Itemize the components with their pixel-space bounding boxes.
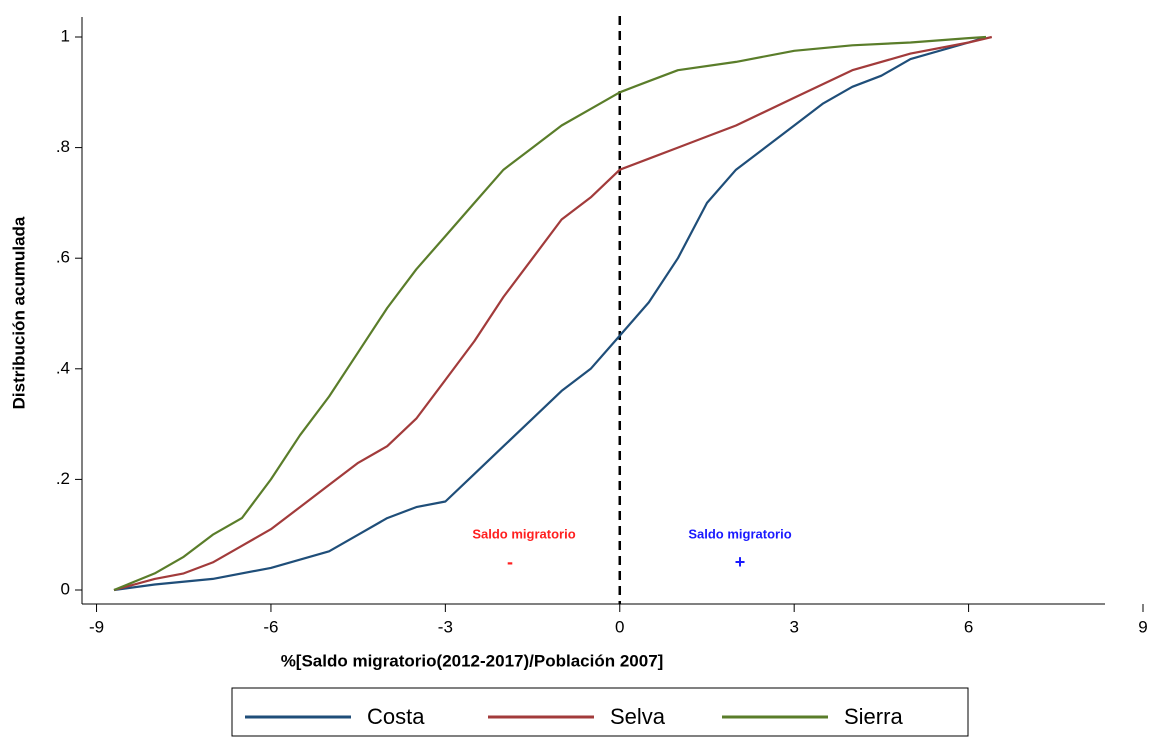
y-tick-label: .4 <box>56 358 70 377</box>
x-tick-label: -3 <box>438 617 453 636</box>
legend-label: Selva <box>610 704 666 729</box>
series-line <box>113 35 987 592</box>
legend-box <box>231 687 969 737</box>
x-axis-title: %[Saldo migratorio(2012-2017)/Población … <box>281 651 664 670</box>
series-line <box>113 35 987 592</box>
annotation: - <box>507 552 513 572</box>
annotation: Saldo migratorio <box>472 526 575 541</box>
y-tick-label: 0 <box>61 579 70 598</box>
series-line <box>113 35 993 592</box>
x-tick-label: -9 <box>89 617 104 636</box>
legend-label: Sierra <box>844 704 903 729</box>
y-tick-label: .2 <box>56 469 70 488</box>
x-tick-label: 0 <box>615 617 624 636</box>
x-tick-label: -6 <box>263 617 278 636</box>
x-tick-label: 9 <box>1138 617 1147 636</box>
x-tick-label: 3 <box>789 617 798 636</box>
y-tick-label: .8 <box>56 137 70 156</box>
y-tick-label: 1 <box>61 26 70 45</box>
x-tick-label: 6 <box>964 617 973 636</box>
annotation: + <box>735 552 746 572</box>
y-tick-label: .6 <box>56 248 70 267</box>
annotation: Saldo migratorio <box>688 526 791 541</box>
y-axis-title: Distribución acumulada <box>9 216 28 409</box>
legend-label: Costa <box>367 704 425 729</box>
